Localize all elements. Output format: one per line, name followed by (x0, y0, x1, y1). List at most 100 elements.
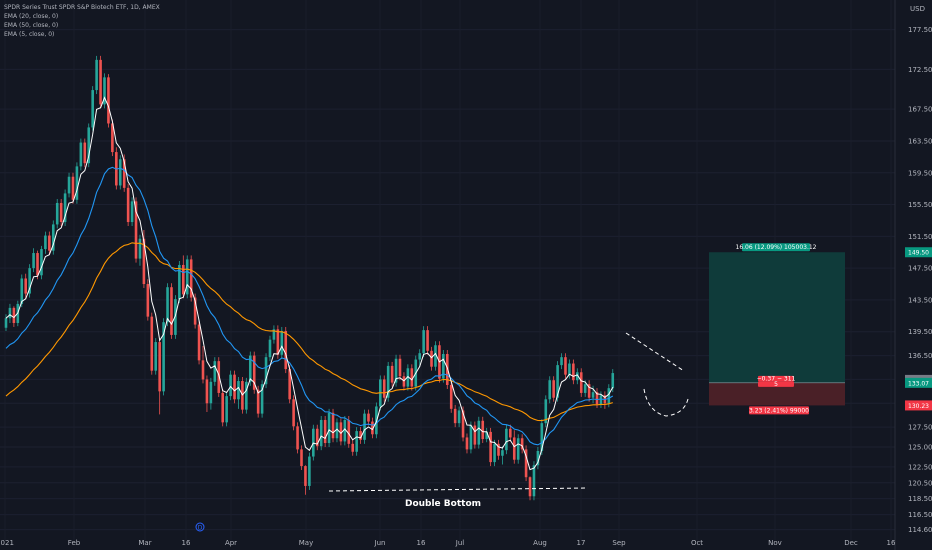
candle-body (67, 176, 71, 194)
x-tick-label: Mar (138, 539, 151, 547)
legend-ema50[interactable]: EMA (50, close, 0) (4, 22, 59, 29)
candle-body (185, 259, 189, 295)
candle-body (367, 413, 370, 422)
candle-body (150, 316, 154, 371)
candle-body (32, 253, 35, 269)
dividend-marker (195, 522, 205, 532)
candle-body (390, 365, 394, 383)
candle-body (481, 420, 485, 440)
stop-label-bg (749, 406, 809, 415)
candle-body (248, 355, 252, 382)
candle-body (355, 431, 358, 452)
legend-ema5[interactable]: EMA (5, close, 0) (4, 31, 55, 38)
candle-body (134, 201, 138, 259)
ema-lines (5, 96, 614, 471)
x-tick-label: 16 (182, 539, 191, 547)
candle-body (75, 166, 79, 200)
candle-body (568, 363, 571, 375)
candle-body (91, 90, 94, 128)
candle-body (268, 339, 272, 358)
x-tick-label: Oct (691, 539, 703, 547)
candle-body (599, 395, 603, 405)
candle-body (213, 361, 217, 382)
candle-body (154, 342, 158, 371)
last-price-tag-bg (905, 377, 932, 388)
y-tick-label: 120.50 (908, 479, 932, 487)
x-tick-label: 16 (417, 539, 426, 547)
entry-label-top-bg (758, 375, 794, 382)
stop-zone (709, 382, 845, 406)
candle-body (170, 287, 173, 335)
y-tick-label: 155.50 (908, 201, 932, 209)
y-tick-label: 125.00 (908, 443, 932, 451)
entry-label-top-text: −0.37 − 311 (757, 376, 796, 383)
y-tick-label: 159.50 (908, 169, 932, 177)
x-tick-label: Jul (455, 539, 465, 547)
candle-body (146, 284, 150, 317)
candle-body (343, 419, 347, 442)
candle-body (36, 253, 39, 276)
candle-body (418, 353, 421, 360)
target-zone (709, 252, 845, 383)
candle-body (197, 324, 201, 361)
x-tick-label: Sep (612, 539, 626, 547)
candle-body (587, 384, 591, 398)
y-tick-label: 167.50 (908, 106, 932, 114)
candle-body (544, 399, 548, 424)
stop-label-text: 3.23 (2.41%) 99000 (749, 407, 809, 414)
price-axis[interactable]: 177.50 172.50 167.50 163.50 159.50 155.50 151.… (894, 0, 932, 550)
y-tick-label: 147.50 (908, 265, 932, 273)
y-tick-label: 177.50 (908, 26, 932, 34)
candle-body (245, 381, 248, 410)
position-zones[interactable] (709, 252, 845, 406)
candle-body (122, 159, 126, 188)
candle-body (233, 374, 236, 400)
x-tick-label: May (299, 539, 313, 547)
candle-body (493, 443, 496, 463)
candle-body (363, 413, 366, 440)
candle-body (308, 456, 311, 486)
candle-body (351, 443, 355, 452)
x-tick-label: Nov (768, 539, 782, 547)
candle-body (442, 353, 445, 379)
entry-label-top: −0.37 − 311 (757, 376, 796, 383)
candle-body (126, 187, 130, 223)
candle-body (8, 307, 12, 319)
x-tick-label: Feb (68, 539, 81, 547)
candle-body (583, 384, 587, 393)
y-tick-label: 114.60 (908, 526, 932, 534)
candle-body (461, 410, 465, 438)
target-label-bg (742, 243, 810, 252)
target-price-tag: 149.50 (908, 250, 929, 257)
candle-body (174, 299, 177, 335)
candle-body (272, 329, 276, 340)
candle-body (473, 425, 477, 445)
candle-body (591, 392, 595, 398)
candle-body (572, 363, 575, 381)
y-tick-label: 136.50 (908, 352, 932, 360)
candle-body (457, 410, 461, 424)
candle-body (296, 426, 299, 450)
candle-body (607, 388, 611, 404)
candle-body (205, 379, 209, 404)
candle-body (264, 357, 268, 385)
candle-body (142, 238, 146, 285)
y-tick-label: 163.50 (908, 137, 932, 145)
candle-body (327, 412, 331, 444)
candle-body (528, 477, 532, 497)
candle-body (87, 127, 91, 164)
candle-body (548, 380, 552, 400)
last-price-tag: 133.07 (908, 380, 929, 387)
candle-body (489, 431, 492, 463)
candle-body (59, 202, 63, 223)
candle-body (103, 77, 106, 105)
legend-ema20[interactable]: EMA (20, close, 0) (4, 13, 59, 20)
candle-body (209, 381, 213, 404)
legend-symbol[interactable]: SPDR Series Trust SPDR S&P Biotech ETF, … (4, 4, 160, 11)
stop-label: 3.23 (2.41%) 99000 (749, 406, 809, 415)
y-tick-label: 151.50 (908, 233, 932, 241)
time-axis[interactable]: 2021 Feb Mar 16 Apr May Jun 16 Jul Aug 17 Sep Oct Nov… (0, 522, 896, 547)
x-tick-label: 16 (887, 539, 896, 547)
